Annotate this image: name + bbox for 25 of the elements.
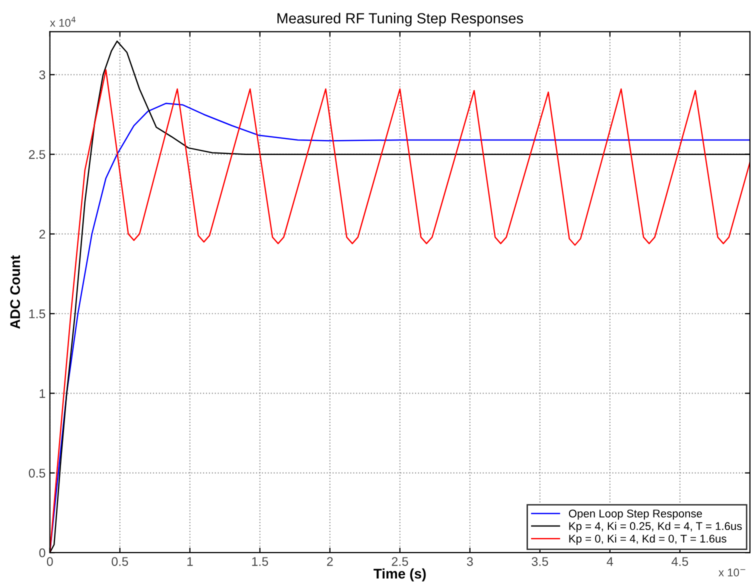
text: x 10$^{4}$ <box>50 16 76 27</box>
x-tick-label: 4 <box>606 557 614 566</box>
x-tick-label: 0.5 <box>112 557 128 566</box>
text: x 10$^{−}$ <box>718 568 746 576</box>
legend-label: Kp = 4, Ki = 0.25, Kd = 4, T = 1.6us <box>569 522 742 532</box>
y-tick-label: 0.5 <box>28 468 46 478</box>
x-axis-title: Time (s) <box>374 568 426 582</box>
x-tick-label: 3 <box>466 557 473 566</box>
x-tick-label: 4.5 <box>672 557 688 566</box>
chart-title: Measured RF Tuning Step Responses <box>278 12 524 26</box>
legend-label: Open Loop Step Response <box>568 510 702 520</box>
y-tick-label: 1 <box>40 389 46 398</box>
x-tick-label: 3.5 <box>532 557 548 566</box>
y-tick-label: 2 <box>39 230 46 238</box>
x-tick-label: 2.5 <box>392 557 408 566</box>
x-tick-label: 1.5 <box>252 557 268 566</box>
x-tick-label: 1 <box>187 557 193 566</box>
y-axis-title: ADC Count <box>10 255 20 329</box>
x-tick-label: 2 <box>327 557 333 566</box>
y-tick-label: 1.5 <box>29 310 46 318</box>
x-tick-label: 0 <box>46 557 53 566</box>
y-tick-label: 3 <box>39 70 46 80</box>
legend-label: Kp = 0, Ki = 4, Kd = 0, T = 1.6us <box>569 534 726 545</box>
y-tick-label: 2.5 <box>28 150 46 159</box>
y-tick-label: 0 <box>39 548 46 558</box>
